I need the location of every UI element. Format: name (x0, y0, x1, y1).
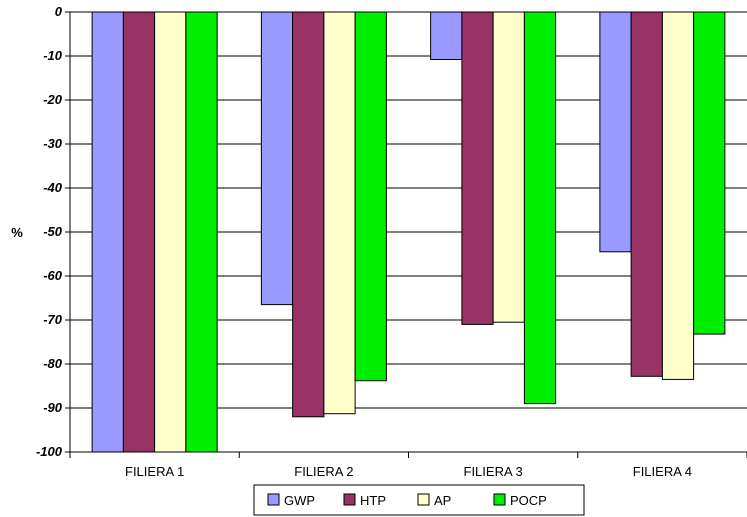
y-axis-label: % (11, 225, 23, 240)
bar-htp-2 (292, 11, 325, 418)
bar-gwp-4 (599, 11, 632, 253)
bar-ap-1 (154, 11, 187, 453)
y-tick-label: -90 (43, 400, 63, 415)
y-tick-label: -80 (43, 356, 63, 371)
y-tick-label: -50 (43, 224, 63, 239)
legend-label-ap: AP (434, 493, 451, 508)
bar-htp-4 (630, 11, 663, 377)
bar-pocp-1 (185, 11, 218, 453)
x-tick-label: FILIERA 2 (294, 464, 353, 479)
y-tick-labels: 0 -10 -20 -30 -40 -50 -60 -70 -80 -90 -100 (36, 4, 63, 459)
bar-ap-4 (661, 11, 695, 380)
y-tick-label: -10 (43, 48, 63, 63)
bars (91, 11, 726, 453)
legend-label-gwp: GWP (284, 493, 315, 508)
bar-ap-3 (492, 11, 525, 323)
y-tick-label: -70 (43, 312, 63, 327)
x-tick-label: FILIERA 1 (125, 464, 184, 479)
y-tick-label: -100 (36, 444, 63, 459)
bar-pocp-4 (693, 11, 726, 335)
bar-gwp-3 (430, 11, 463, 61)
legend-swatch-pocp (493, 493, 506, 506)
bar-htp-1 (122, 11, 156, 453)
axes (69, 12, 747, 458)
legend-label-htp: HTP (360, 493, 386, 508)
bar-ap-2 (323, 11, 356, 415)
y-tick-label: -20 (43, 92, 63, 107)
y-tick-label: -60 (43, 268, 63, 283)
bar-pocp-3 (523, 11, 557, 405)
legend-swatch-gwp (267, 493, 280, 506)
bar-pocp-2 (354, 11, 387, 382)
x-tick-label: FILIERA 4 (633, 464, 692, 479)
legend-label-pocp: POCP (510, 493, 547, 508)
y-tick-label: -40 (43, 180, 63, 195)
legend-swatch-htp (343, 493, 356, 506)
y-tick-label: 0 (55, 4, 63, 19)
legend: GWP HTP AP POCP (253, 484, 585, 516)
x-tick-label: FILIERA 3 (464, 464, 523, 479)
bar-htp-3 (461, 11, 494, 325)
bar-gwp-2 (260, 11, 294, 306)
y-tick-label: -30 (43, 136, 63, 151)
x-tick-labels: FILIERA 1 FILIERA 2 FILIERA 3 FILIERA 4 (125, 464, 692, 479)
bar-gwp-1 (91, 11, 124, 453)
legend-swatch-ap (417, 493, 430, 506)
